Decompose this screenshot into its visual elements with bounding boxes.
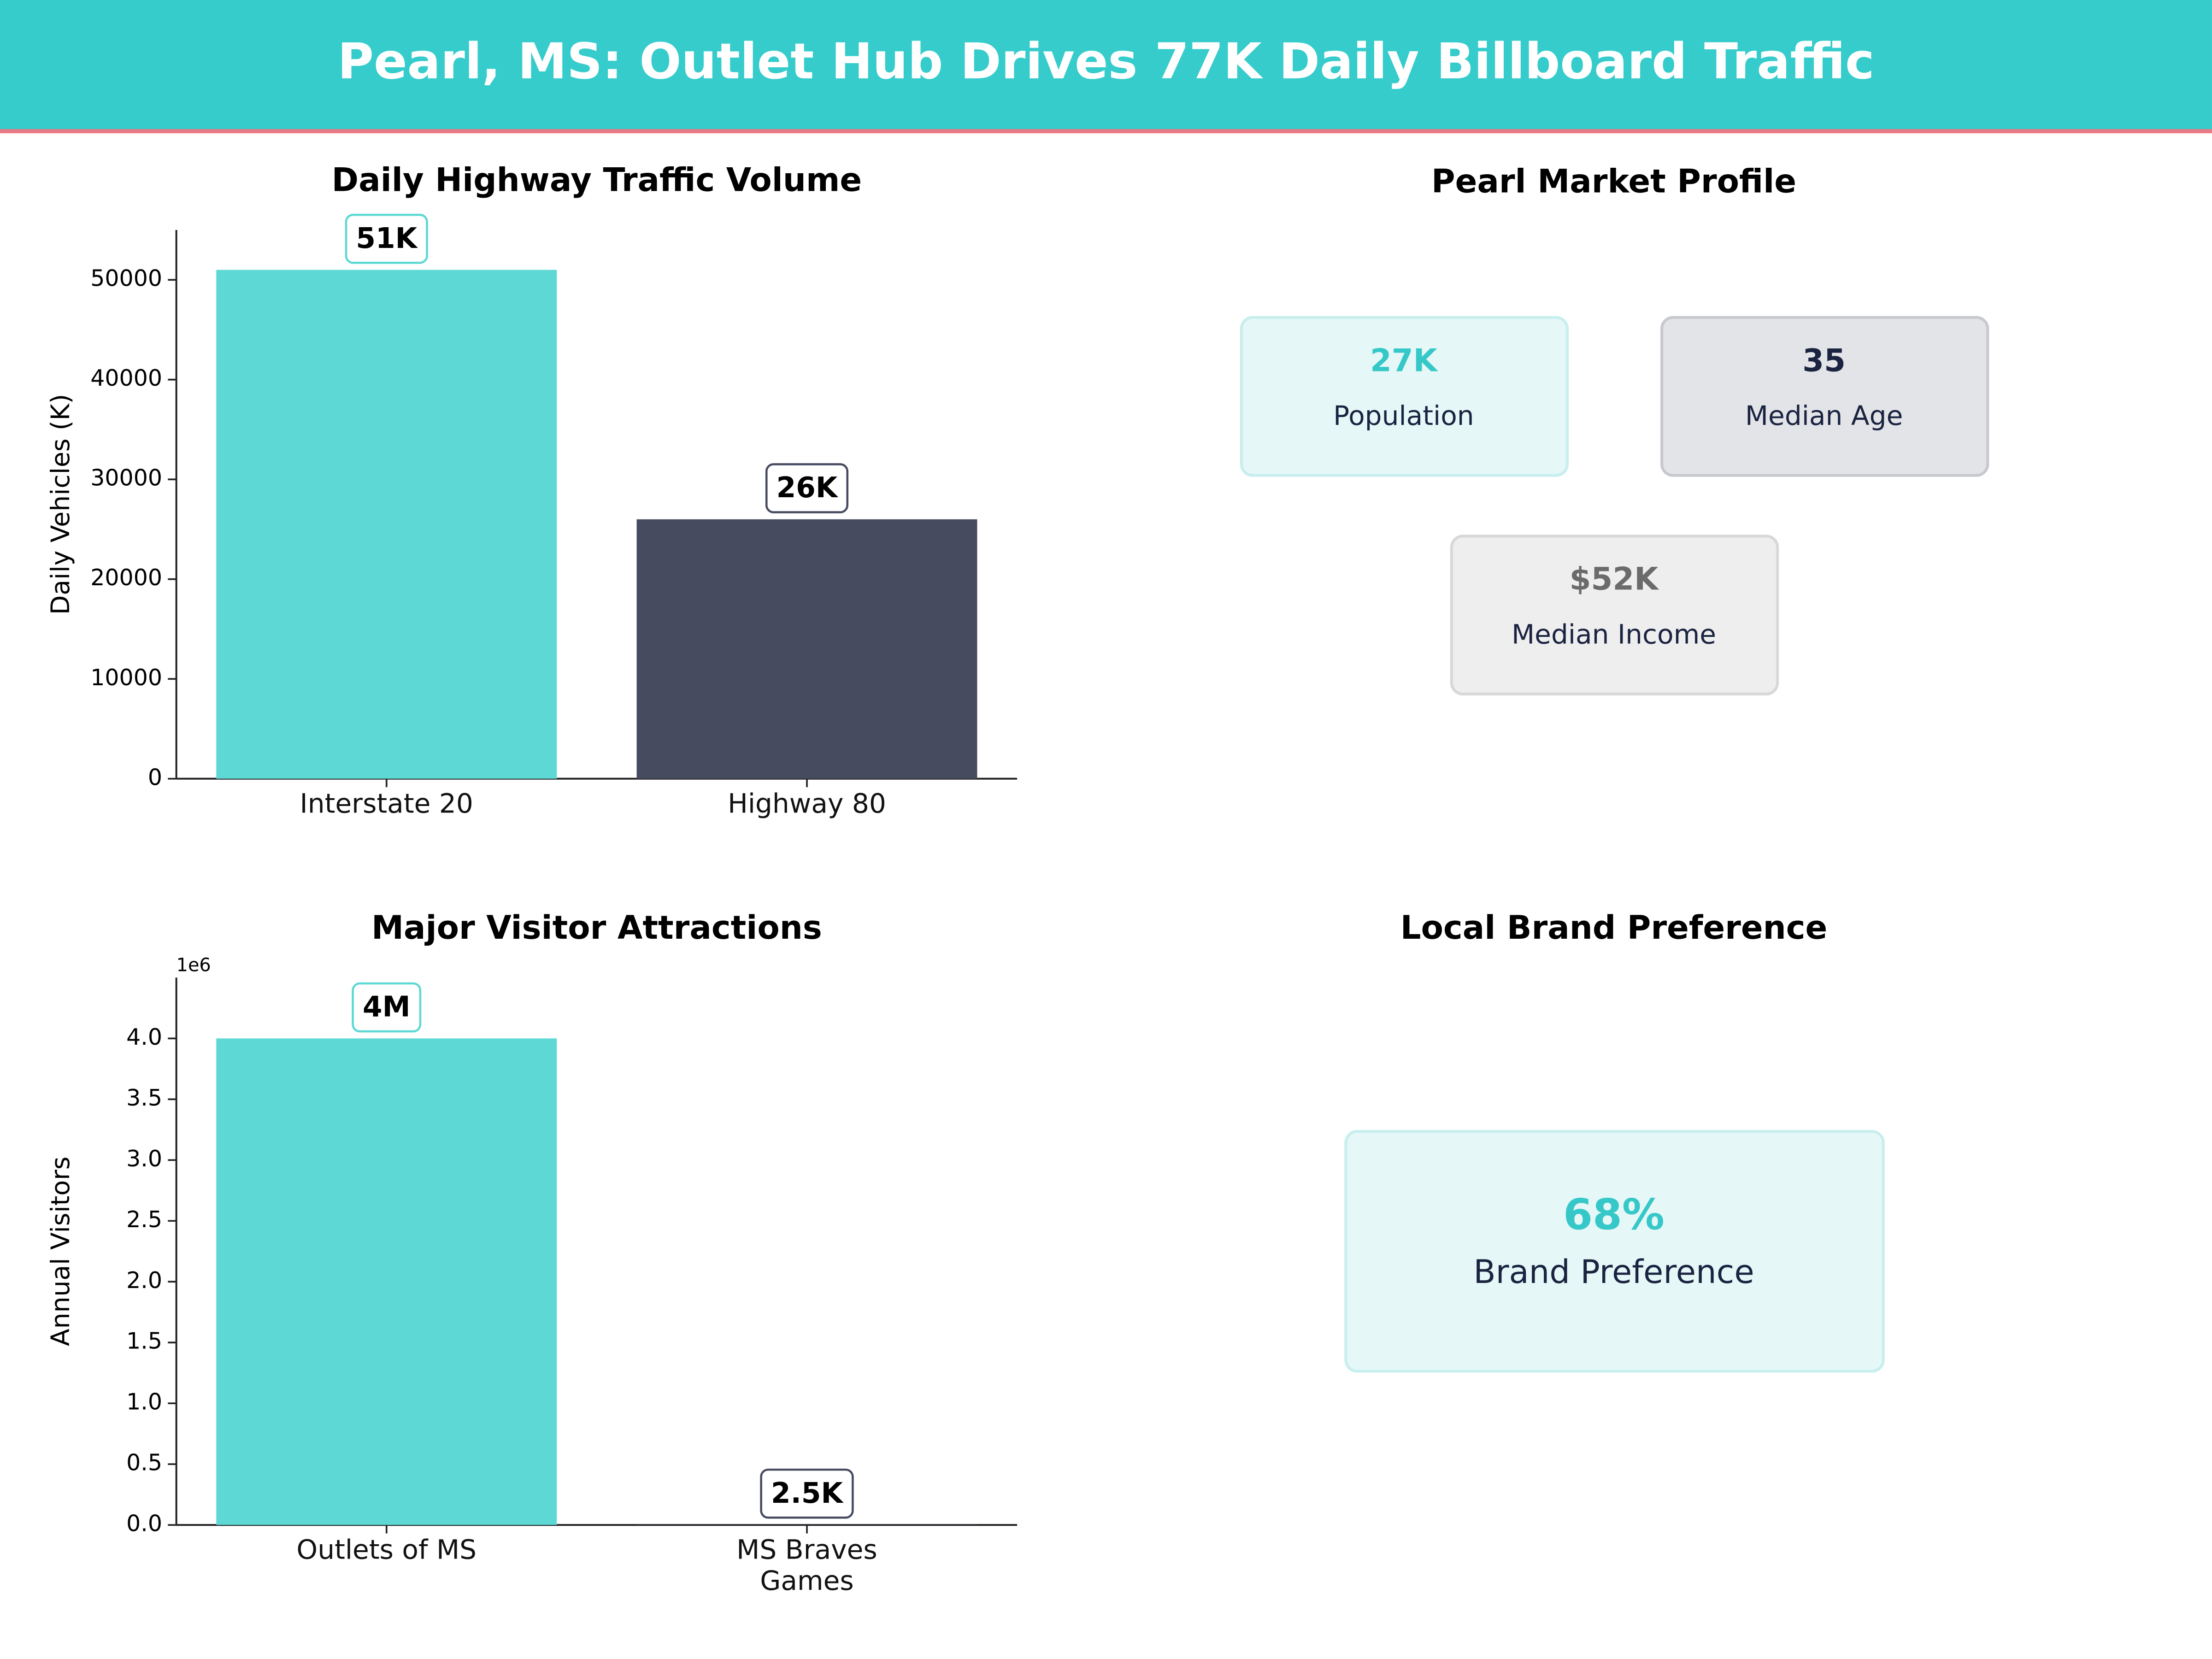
kpi-value: 68% bbox=[1563, 1190, 1665, 1239]
value-label-box bbox=[345, 213, 428, 264]
bar bbox=[216, 1038, 557, 1525]
kpi-value: $52K bbox=[1570, 561, 1660, 597]
y-tick-label: 2.0 bbox=[126, 1267, 162, 1294]
y-tick-label: 0.5 bbox=[126, 1450, 162, 1476]
x-tick-label: Highway 80 bbox=[728, 788, 886, 820]
y-tick-label: 0.0 bbox=[126, 1511, 162, 1537]
kpi-value: 27K bbox=[1370, 342, 1439, 378]
value-label-box bbox=[765, 463, 849, 513]
panel-title: Local Brand Preference bbox=[1400, 909, 1827, 947]
bar bbox=[636, 1524, 977, 1525]
kpi-card bbox=[1240, 316, 1569, 477]
kpi-label: Median Age bbox=[1745, 400, 1903, 431]
y-axis-label: Annual Visitors bbox=[46, 1157, 75, 1346]
axis-offset: 1e6 bbox=[176, 954, 211, 976]
y-axis-label: Daily Vehicles (K) bbox=[46, 394, 75, 615]
kpi-card bbox=[1450, 535, 1779, 696]
y-tick-label: 10000 bbox=[90, 665, 162, 691]
kpi-label: Brand Preference bbox=[1473, 1253, 1754, 1291]
y-tick-label: 1.5 bbox=[126, 1328, 162, 1354]
y-tick-label: 50000 bbox=[90, 265, 162, 292]
x-tick-label: MS Braves Games bbox=[736, 1535, 877, 1597]
chart-title: Major Visitor Attractions bbox=[371, 909, 822, 947]
y-tick-label: 1.0 bbox=[126, 1389, 162, 1415]
value-label-box bbox=[760, 1468, 854, 1519]
y-tick-label: 20000 bbox=[90, 565, 162, 591]
bar bbox=[216, 270, 557, 779]
chart-title: Daily Highway Traffic Volume bbox=[332, 161, 862, 199]
x-tick-label: Interstate 20 bbox=[300, 788, 473, 820]
y-tick-label: 3.0 bbox=[126, 1146, 162, 1172]
kpi-card bbox=[1344, 1130, 1885, 1373]
value-label-box bbox=[352, 982, 422, 1033]
x-tick-label: Outlets of MS bbox=[296, 1535, 477, 1566]
kpi-label: Population bbox=[1333, 400, 1474, 431]
kpi-value: 35 bbox=[1802, 342, 1846, 378]
value-label: 26K bbox=[777, 471, 839, 504]
bar bbox=[636, 519, 977, 779]
panel-title: Pearl Market Profile bbox=[1431, 162, 1796, 200]
value-label: 2.5K bbox=[771, 1477, 844, 1510]
value-label: 51K bbox=[356, 222, 418, 255]
value-label: 4M bbox=[363, 991, 411, 1024]
y-tick-label: 2.5 bbox=[126, 1206, 162, 1233]
kpi-label: Median Income bbox=[1512, 619, 1716, 650]
page-title: Pearl, MS: Outlet Hub Drives 77K Daily B… bbox=[338, 33, 1875, 90]
y-tick-label: 0 bbox=[148, 764, 162, 790]
y-tick-label: 3.5 bbox=[126, 1085, 162, 1111]
y-tick-label: 40000 bbox=[90, 365, 162, 391]
y-tick-label: 30000 bbox=[90, 465, 162, 491]
kpi-card bbox=[1660, 316, 1989, 477]
y-tick-label: 4.0 bbox=[126, 1024, 162, 1050]
header-bar bbox=[0, 0, 2212, 130]
